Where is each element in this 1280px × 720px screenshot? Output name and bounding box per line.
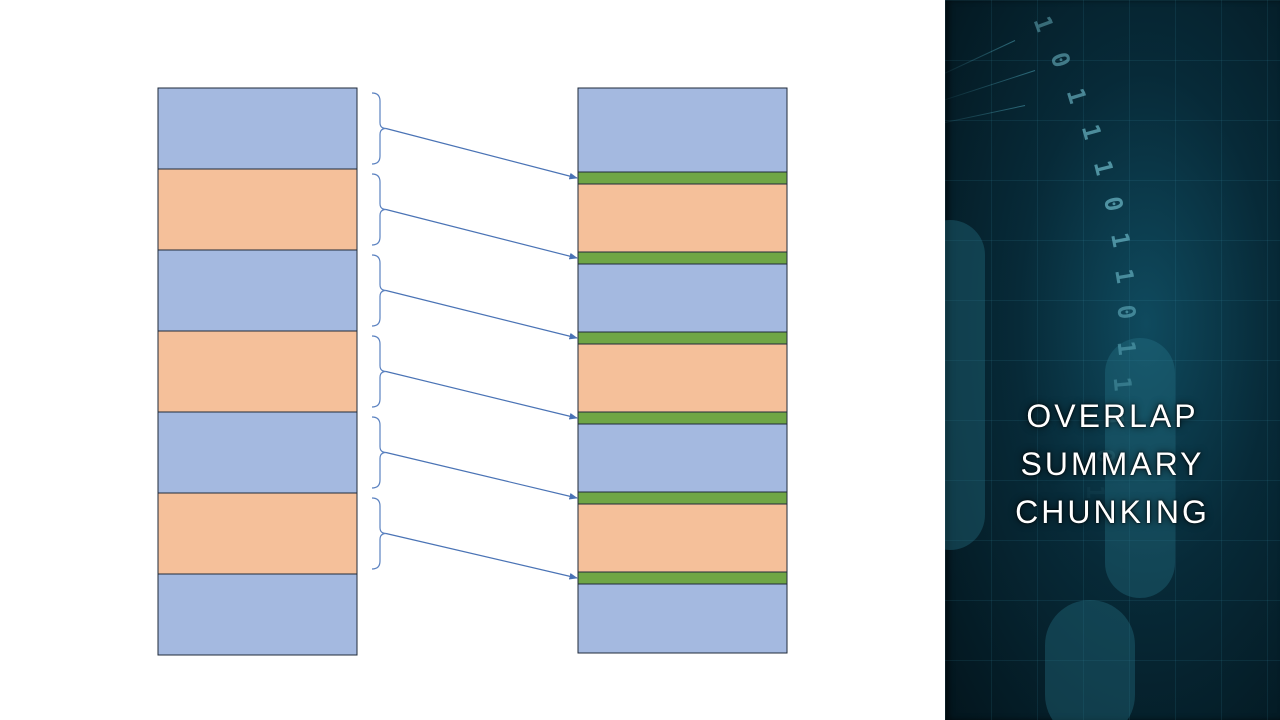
mapping-arrow <box>385 208 578 260</box>
source-chunks-column <box>157 87 358 656</box>
curly-brace <box>371 254 387 327</box>
target-chunks-column <box>577 87 788 654</box>
target-chunk-blue <box>577 423 788 493</box>
source-chunk-orange <box>157 492 358 575</box>
curly-brace <box>371 173 387 246</box>
mapping-arrow <box>385 127 578 180</box>
target-chunk-blue <box>577 87 788 173</box>
binary-digit-decoration: 1 <box>1027 12 1059 36</box>
curly-brace <box>371 92 387 165</box>
title-line-chunking: CHUNKING <box>1015 494 1210 530</box>
side-panel: 1011101101110100110 OVERLAP SUMMARY CHUN… <box>945 0 1280 720</box>
summary-overlap-band <box>577 491 788 505</box>
arrow-group <box>385 127 578 580</box>
title-line-summary: SUMMARY <box>1020 446 1205 482</box>
decorative-shape <box>1045 600 1135 720</box>
source-chunk-orange <box>157 168 358 251</box>
target-chunk-orange <box>577 343 788 413</box>
source-chunk-blue <box>157 87 358 170</box>
binary-digit-decoration: 1 <box>1060 84 1092 108</box>
slide-title: OVERLAP SUMMARY CHUNKING <box>945 392 1280 536</box>
binary-digit-decoration: 1 <box>1109 266 1140 286</box>
mapping-arrow <box>385 370 578 420</box>
curly-brace <box>371 416 387 489</box>
target-chunk-orange <box>577 503 788 573</box>
mapping-arrow <box>385 289 578 340</box>
summary-overlap-band <box>577 251 788 265</box>
binary-digit-decoration: 1 <box>1087 157 1119 179</box>
decorative-shape <box>945 220 985 550</box>
binary-digit-decoration: 1 <box>1105 230 1136 250</box>
source-chunk-blue <box>157 573 358 656</box>
source-chunk-blue <box>157 249 358 332</box>
source-chunk-orange <box>157 330 358 413</box>
mapping-arrow <box>385 532 578 580</box>
brace-group <box>371 92 387 570</box>
circuit-grid-decoration <box>945 0 1280 720</box>
decorative-shape <box>1105 338 1175 598</box>
overlap-chunking-diagram <box>157 87 788 656</box>
summary-overlap-band <box>577 331 788 345</box>
title-line-overlap: OVERLAP <box>1026 398 1199 434</box>
target-chunk-blue <box>577 263 788 333</box>
summary-overlap-band <box>577 171 788 185</box>
curly-brace <box>371 335 387 408</box>
binary-digit-decoration: 1 <box>1075 121 1107 143</box>
binary-digit-decoration: 0 <box>1097 193 1129 215</box>
binary-digit-decoration: 0 <box>1044 48 1076 72</box>
binary-digit-decoration: 1 <box>1107 375 1137 393</box>
binary-digit-decoration: 0 <box>1111 302 1142 322</box>
mapping-arrow <box>385 451 578 500</box>
source-chunk-blue <box>157 411 358 494</box>
summary-overlap-band <box>577 571 788 585</box>
target-chunk-blue <box>577 583 788 654</box>
target-chunk-orange <box>577 183 788 253</box>
binary-digit-decoration: 1 <box>1111 339 1141 357</box>
summary-overlap-band <box>577 411 788 425</box>
binary-digits-decoration: 1011101101110100110 <box>945 0 1280 720</box>
curly-brace <box>371 497 387 570</box>
